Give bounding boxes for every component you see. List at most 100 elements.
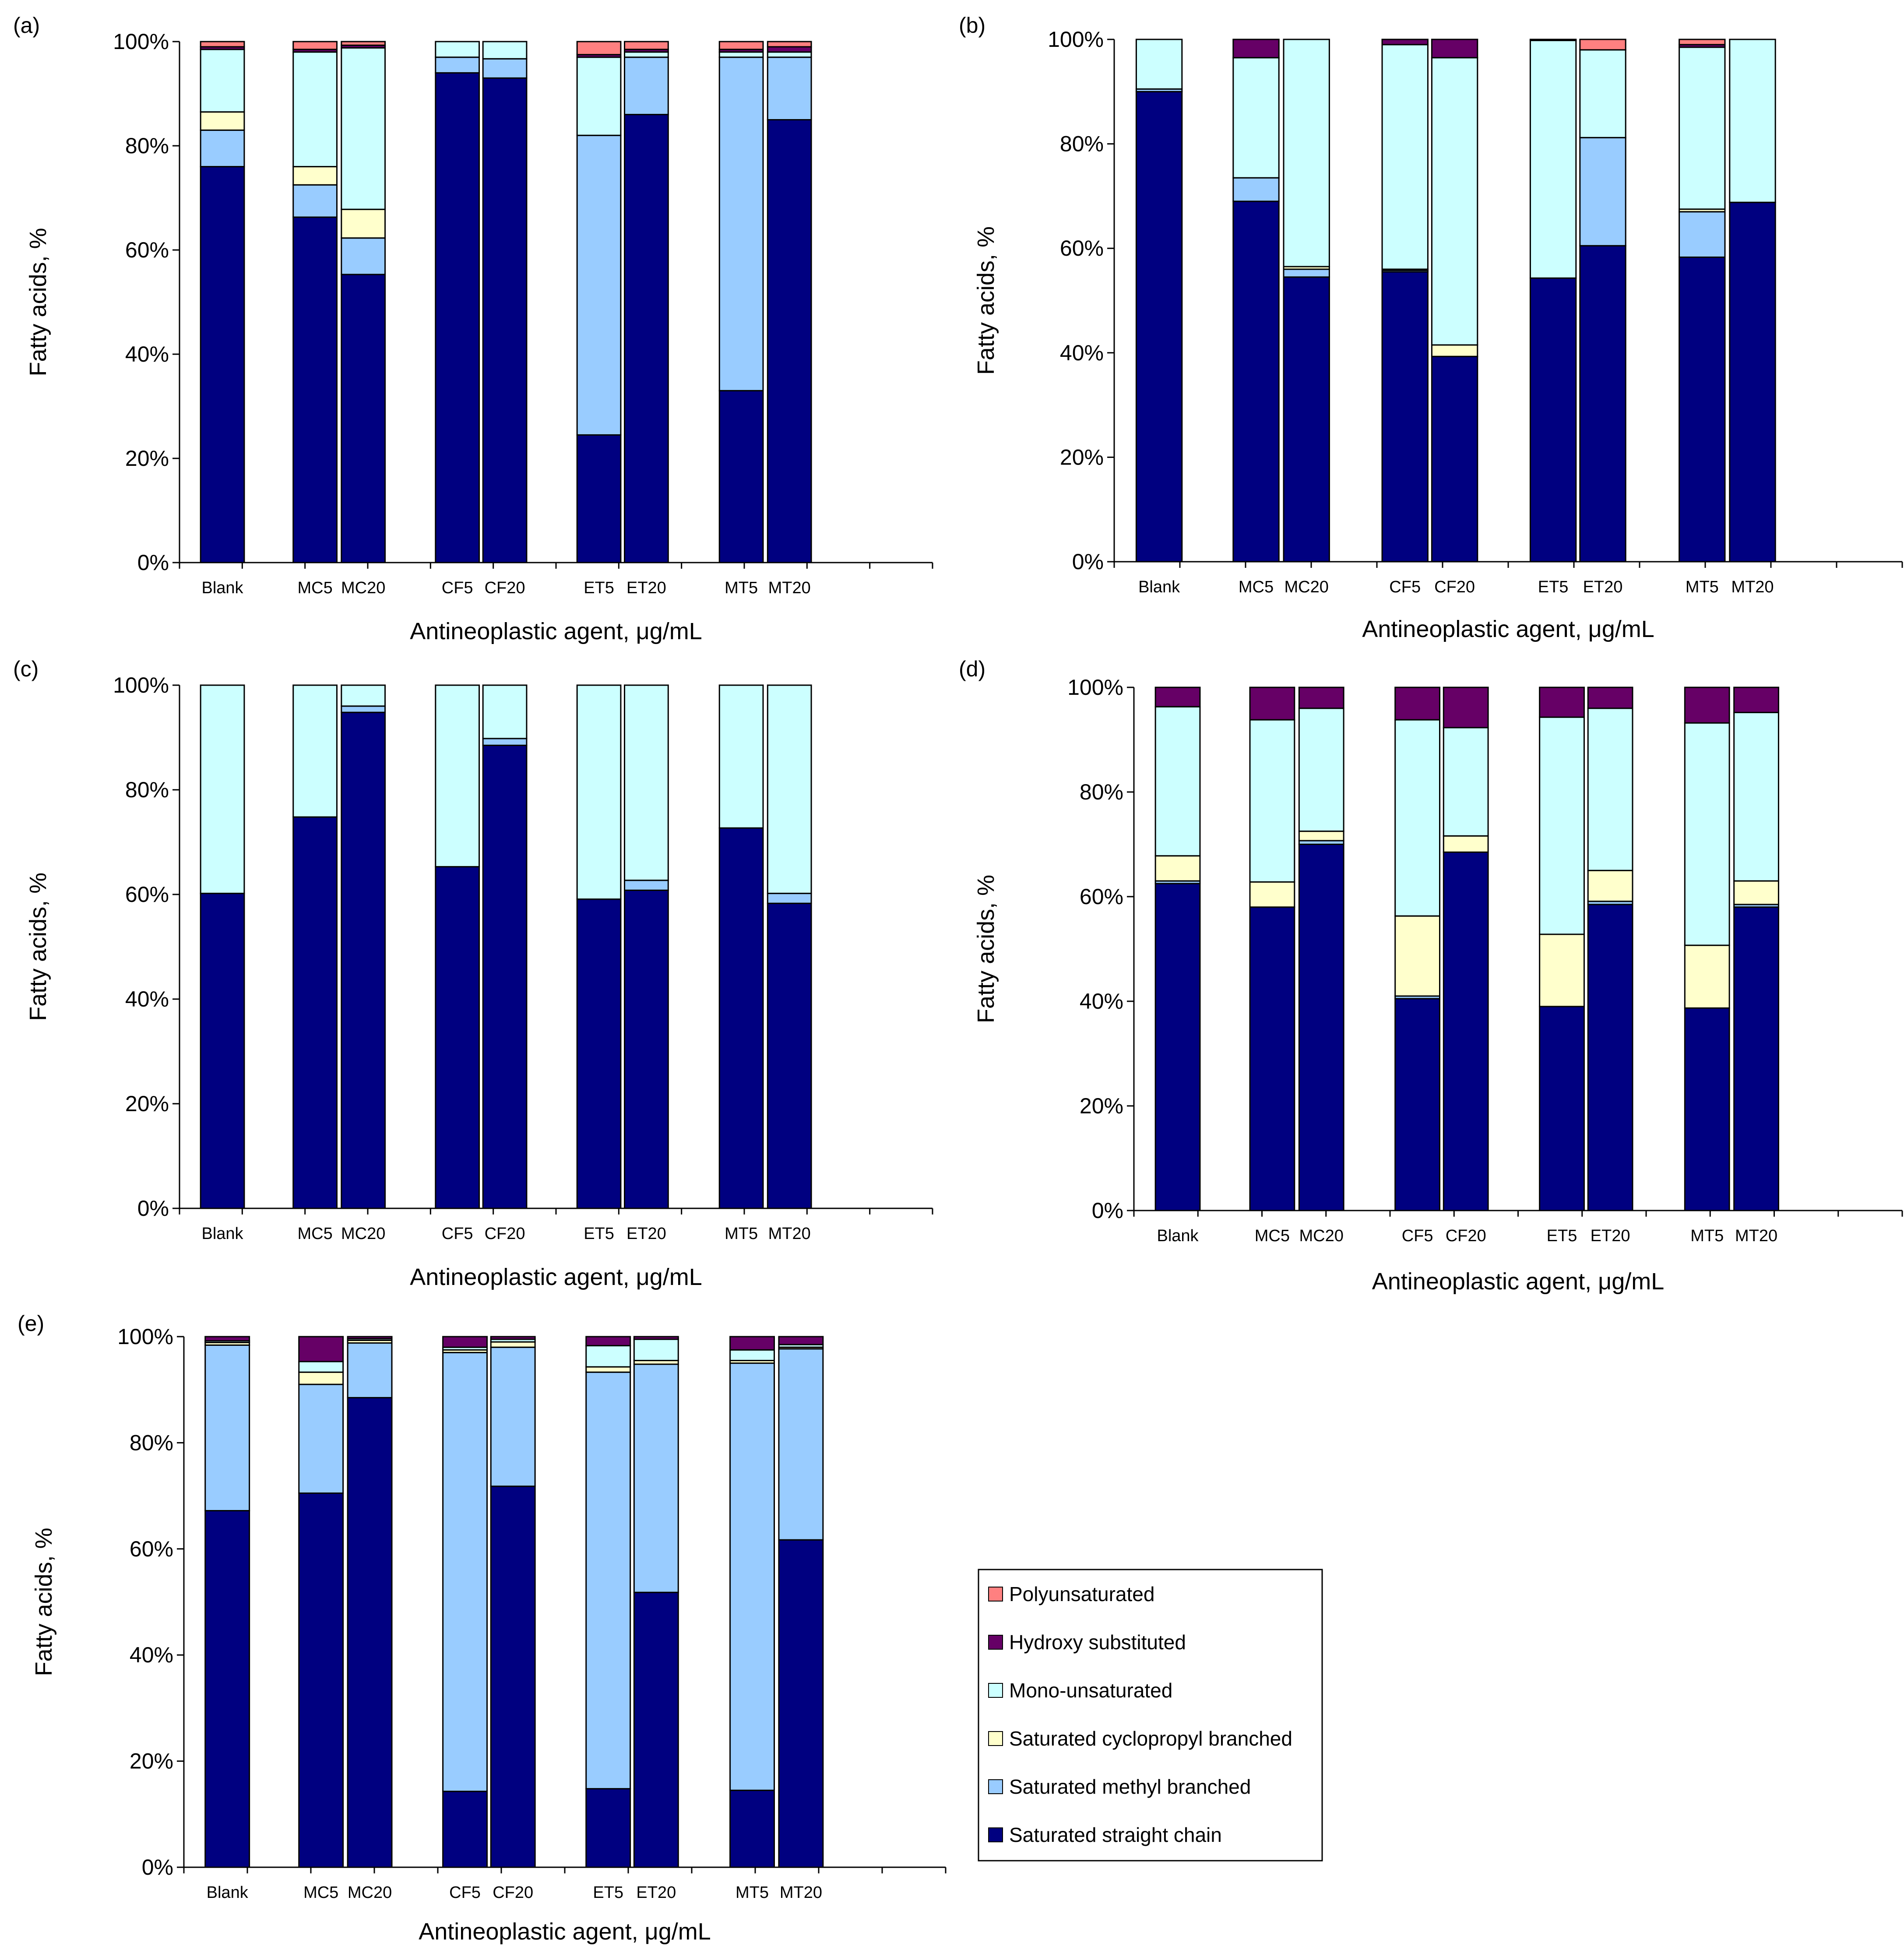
bar-segment-cf5-saturated-straight-chain [1394,998,1440,1211]
bar-segment-mt20-saturated-straight-chain [1729,201,1776,563]
bar-segment-cf20-mono-unsaturated [1431,57,1478,346]
x-tick-label-et20: ET20 [1591,1227,1630,1245]
bar-segment-mt20-saturated-straight-chain [1733,906,1779,1211]
x-tick-label-mt5: MT5 [1686,578,1719,596]
x-tick-label-blank: Blank [1138,578,1180,596]
y-tick-label: 20% [125,446,169,471]
legend-swatch-mono-unsaturated [988,1683,1003,1698]
bar-segment-blank-saturated-straight-chain [1154,883,1201,1211]
bar-segment-et5-hydroxy-substituted [1529,39,1577,41]
bar-segment-mc20-saturated-methyl-branched [341,705,386,713]
x-tick-label-cf20: CF20 [1434,578,1475,596]
bar-segment-mc5-saturated-methyl-branched [298,1383,344,1494]
bar-segment-blank-saturated-methyl-branched [200,129,245,168]
bar-segment-cf5-hydroxy-substituted [1394,686,1440,721]
bar-segment-cf5-saturated-methyl-branched [442,1352,488,1792]
x-tick-label-mc5: MC5 [303,1883,338,1902]
bar-segment-mt5-saturated-straight-chain [1684,1007,1730,1211]
bar-segment-et20-mono-unsaturated [1587,707,1633,871]
bar-segment-mt5-mono-unsaturated [1679,46,1726,210]
bar-segment-mt20-saturated-methyl-branched [767,56,812,120]
x-tick-label-et20: ET20 [636,1883,676,1902]
x-tick-label-mt5: MT5 [725,1225,758,1243]
bar-segment-et20-mono-unsaturated [1579,49,1626,138]
bar-segment-cf5-hydroxy-substituted [1381,39,1429,46]
bar-segment-mt5-mono-unsaturated [718,684,764,829]
bar-segment-mc5-saturated-cyclopropyl-branched [298,1371,344,1385]
bar-segment-blank-hydroxy-substituted [204,1336,250,1342]
bar-segment-mc5-saturated-methyl-branched [292,184,338,218]
legend-label-saturated-cyclopropyl-branched: Saturated cyclopropyl branched [1009,1727,1292,1750]
panel-a: (a) 0% 20% 40% 60% 80% 100% Blank MC5 MC20 CF5 CF20… [13,13,933,644]
bar-segment-mc5-polyunsaturated [292,41,338,50]
x-tick-label-blank: Blank [202,579,244,597]
bar-segment-blank-saturated-straight-chain [1135,91,1183,563]
bar-segment-mt5-mono-unsaturated [729,1349,775,1362]
legend-box [978,1569,1323,1862]
bar-segment-mc20-saturated-methyl-branched [341,237,386,275]
bar-segment-mt5-saturated-straight-chain [718,827,764,1209]
bar-segment-mc20-hydroxy-substituted [1298,686,1344,709]
x-axis-title: Antineoplastic agent, μg/mL [419,1918,711,1945]
y-axis-title: Fatty acids, % [973,226,999,375]
bar-segment-cf20-mono-unsaturated [1443,727,1489,837]
bar-segment-mt5-saturated-methyl-branched [729,1362,775,1791]
bar-segment-mc5-mono-unsaturated [292,684,338,818]
x-tick-label-mc20: MC20 [341,1225,385,1243]
bar-segment-mc20-saturated-methyl-branched [347,1342,393,1398]
bar-segment-cf5-mono-unsaturated [1381,44,1429,270]
bar-segment-et5-saturated-straight-chain [576,898,622,1209]
bar-segment-blank-mono-unsaturated [1154,706,1201,857]
legend-label-mono-unsaturated: Mono-unsaturated [1009,1679,1172,1702]
bar-segment-mc5-saturated-cyclopropyl-branched [1249,881,1295,908]
x-tick-label-cf20: CF20 [485,579,525,597]
panel-e: (e) 0% 20% 40% 60% 80% 100% Blank MC5 MC20 CF5 CF20… [18,1311,947,1945]
bar-segment-et5-polyunsaturated [576,41,622,56]
x-tick-label-blank: Blank [1157,1227,1199,1245]
x-tick-label-mt20: MT20 [1731,578,1774,596]
bar-segment-et20-mono-unsaturated [633,1338,679,1362]
bar-segment-mt20-mono-unsaturated [1733,711,1779,882]
bar-segment-et5-saturated-straight-chain [1539,1006,1585,1211]
bar-segment-mc20-saturated-methyl-branched [1283,268,1330,278]
bar-segment-mc20-mono-unsaturated [1298,707,1344,832]
y-tick-label: 20% [125,1091,169,1116]
bar-segment-mc5-mono-unsaturated [292,51,338,168]
y-tick-label: 20% [1060,445,1104,469]
bar-segment-et20-saturated-methyl-branched [624,880,669,891]
bar-segment-mt20-hydroxy-substituted [1733,686,1779,713]
x-tick-label-et5: ET5 [584,1225,614,1243]
x-tick-label-cf5: CF5 [442,579,473,597]
y-tick-label: 100% [113,29,169,54]
bar-segment-mc5-mono-unsaturated [1232,57,1280,179]
bar-segment-et20-saturated-cyclopropyl-branched [1587,869,1633,902]
bar-segment-mc5-saturated-straight-chain [292,216,338,563]
panel-c-label: (c) [13,657,39,681]
y-tick-label: 40% [125,342,169,366]
legend: Polyunsaturated Hydroxy substituted Mono… [978,1569,1323,1862]
bar-segment-mt5-saturated-straight-chain [1679,256,1726,563]
y-tick-label: 100% [113,673,169,697]
legend-label-hydroxy-substituted: Hydroxy substituted [1009,1631,1186,1654]
x-tick-label-mc5: MC5 [297,1225,332,1243]
y-tick-label: 40% [130,1643,173,1667]
x-axis-title: Antineoplastic agent, μg/mL [1372,1268,1665,1295]
y-axis-title: Fatty acids, % [973,875,999,1023]
panel-b-label: (b) [959,13,985,38]
bar-segment-mc5-saturated-straight-chain [292,816,338,1209]
bar-segment-et5-mono-unsaturated [585,1345,631,1368]
x-tick-label-et20: ET20 [626,579,666,597]
bar-segment-mc5-hydroxy-substituted [1232,39,1280,59]
y-tick-label: 80% [1080,780,1123,804]
bar-segment-cf20-saturated-straight-chain [1443,851,1489,1211]
bar-segment-mt20-saturated-methyl-branched [778,1348,824,1541]
bar-segment-et20-polyunsaturated [624,41,669,50]
legend-swatch-saturated-straight-chain [988,1827,1003,1842]
bar-segment-mc20-saturated-straight-chain [1283,276,1330,563]
x-tick-label-mc20: MC20 [348,1883,392,1902]
bar-segment-mc5-saturated-cyclopropyl-branched [292,166,338,186]
bar-segment-et20-hydroxy-substituted [633,1336,679,1340]
bar-segment-mt20-mono-unsaturated [767,51,812,58]
bar-segment-et5-hydroxy-substituted [585,1336,631,1347]
y-axis-title: Fatty acids, % [25,873,51,1021]
